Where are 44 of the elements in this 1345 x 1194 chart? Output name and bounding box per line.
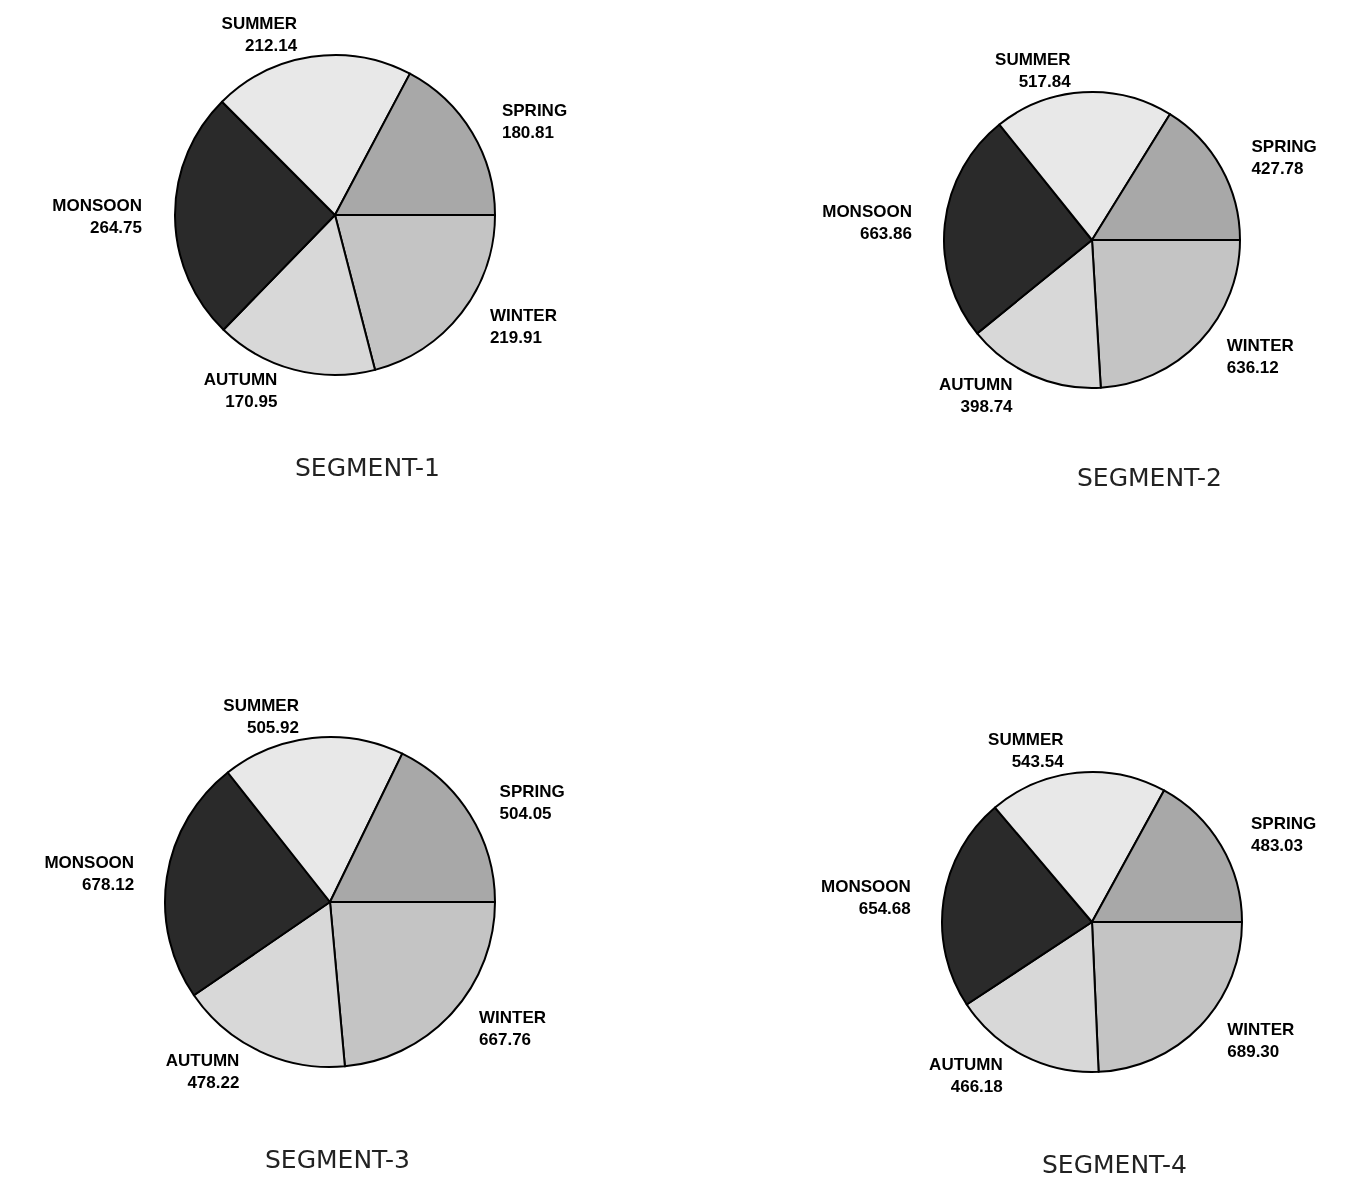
data-label: 170.95 xyxy=(225,392,278,412)
data-label: 689.30 xyxy=(1227,1042,1280,1062)
data-label: 667.76 xyxy=(479,1029,532,1049)
slice-label: AUTUMN xyxy=(929,1054,1003,1074)
data-label: 505.92 xyxy=(246,717,299,737)
data-label: 180.81 xyxy=(501,122,554,142)
text: SEGMENT-1 xyxy=(295,453,441,482)
slice-label: SPRING xyxy=(1250,813,1317,833)
slice-label: MONSOON xyxy=(821,877,911,897)
data-label: 483.03 xyxy=(1250,835,1303,855)
data-label: 663.86 xyxy=(859,223,912,243)
data-label: 504.05 xyxy=(499,804,552,824)
data-label: 517.84 xyxy=(1018,71,1072,91)
text: SEGMENT-4 xyxy=(1042,1150,1188,1179)
data-label: 212.14 xyxy=(245,36,298,56)
slice-label: WINTER xyxy=(489,305,557,325)
data-label: 427.78 xyxy=(1251,158,1304,178)
slice-label: SUMMER xyxy=(988,730,1064,750)
slice-label: SPRING xyxy=(499,782,565,802)
slice-label: AUTUMN xyxy=(203,370,278,390)
slice-label: AUTUMN xyxy=(165,1050,240,1070)
text: SEGMENT-2 xyxy=(1077,463,1223,492)
slice-label: WINTER xyxy=(479,1007,547,1027)
text: SEGMENT-3 xyxy=(265,1145,411,1174)
slice-label: SUMMER xyxy=(221,14,298,34)
slice-label: SUMMER xyxy=(223,695,299,715)
slice-label: WINTER xyxy=(1226,336,1294,356)
slice-label: SUMMER xyxy=(995,49,1071,69)
slice-label: AUTUMN xyxy=(938,375,1013,395)
slice-label: MONSOON xyxy=(52,195,142,215)
slice-label: MONSOON xyxy=(44,853,135,873)
data-label: 636.12 xyxy=(1226,358,1279,378)
data-label: 678.12 xyxy=(82,875,135,895)
slice-label: SPRING xyxy=(501,100,568,120)
data-label: 398.74 xyxy=(960,397,1014,417)
data-label: 466.18 xyxy=(950,1076,1003,1096)
slice-label: SPRING xyxy=(1251,136,1317,156)
data-label: 478.22 xyxy=(187,1072,240,1092)
data-label: 264.75 xyxy=(90,217,142,237)
data-label: 219.91 xyxy=(489,327,542,347)
slice-label: WINTER xyxy=(1227,1020,1295,1040)
data-label: 654.68 xyxy=(858,899,911,919)
data-label: 543.54 xyxy=(1011,752,1065,772)
slice-label: MONSOON xyxy=(822,201,912,221)
